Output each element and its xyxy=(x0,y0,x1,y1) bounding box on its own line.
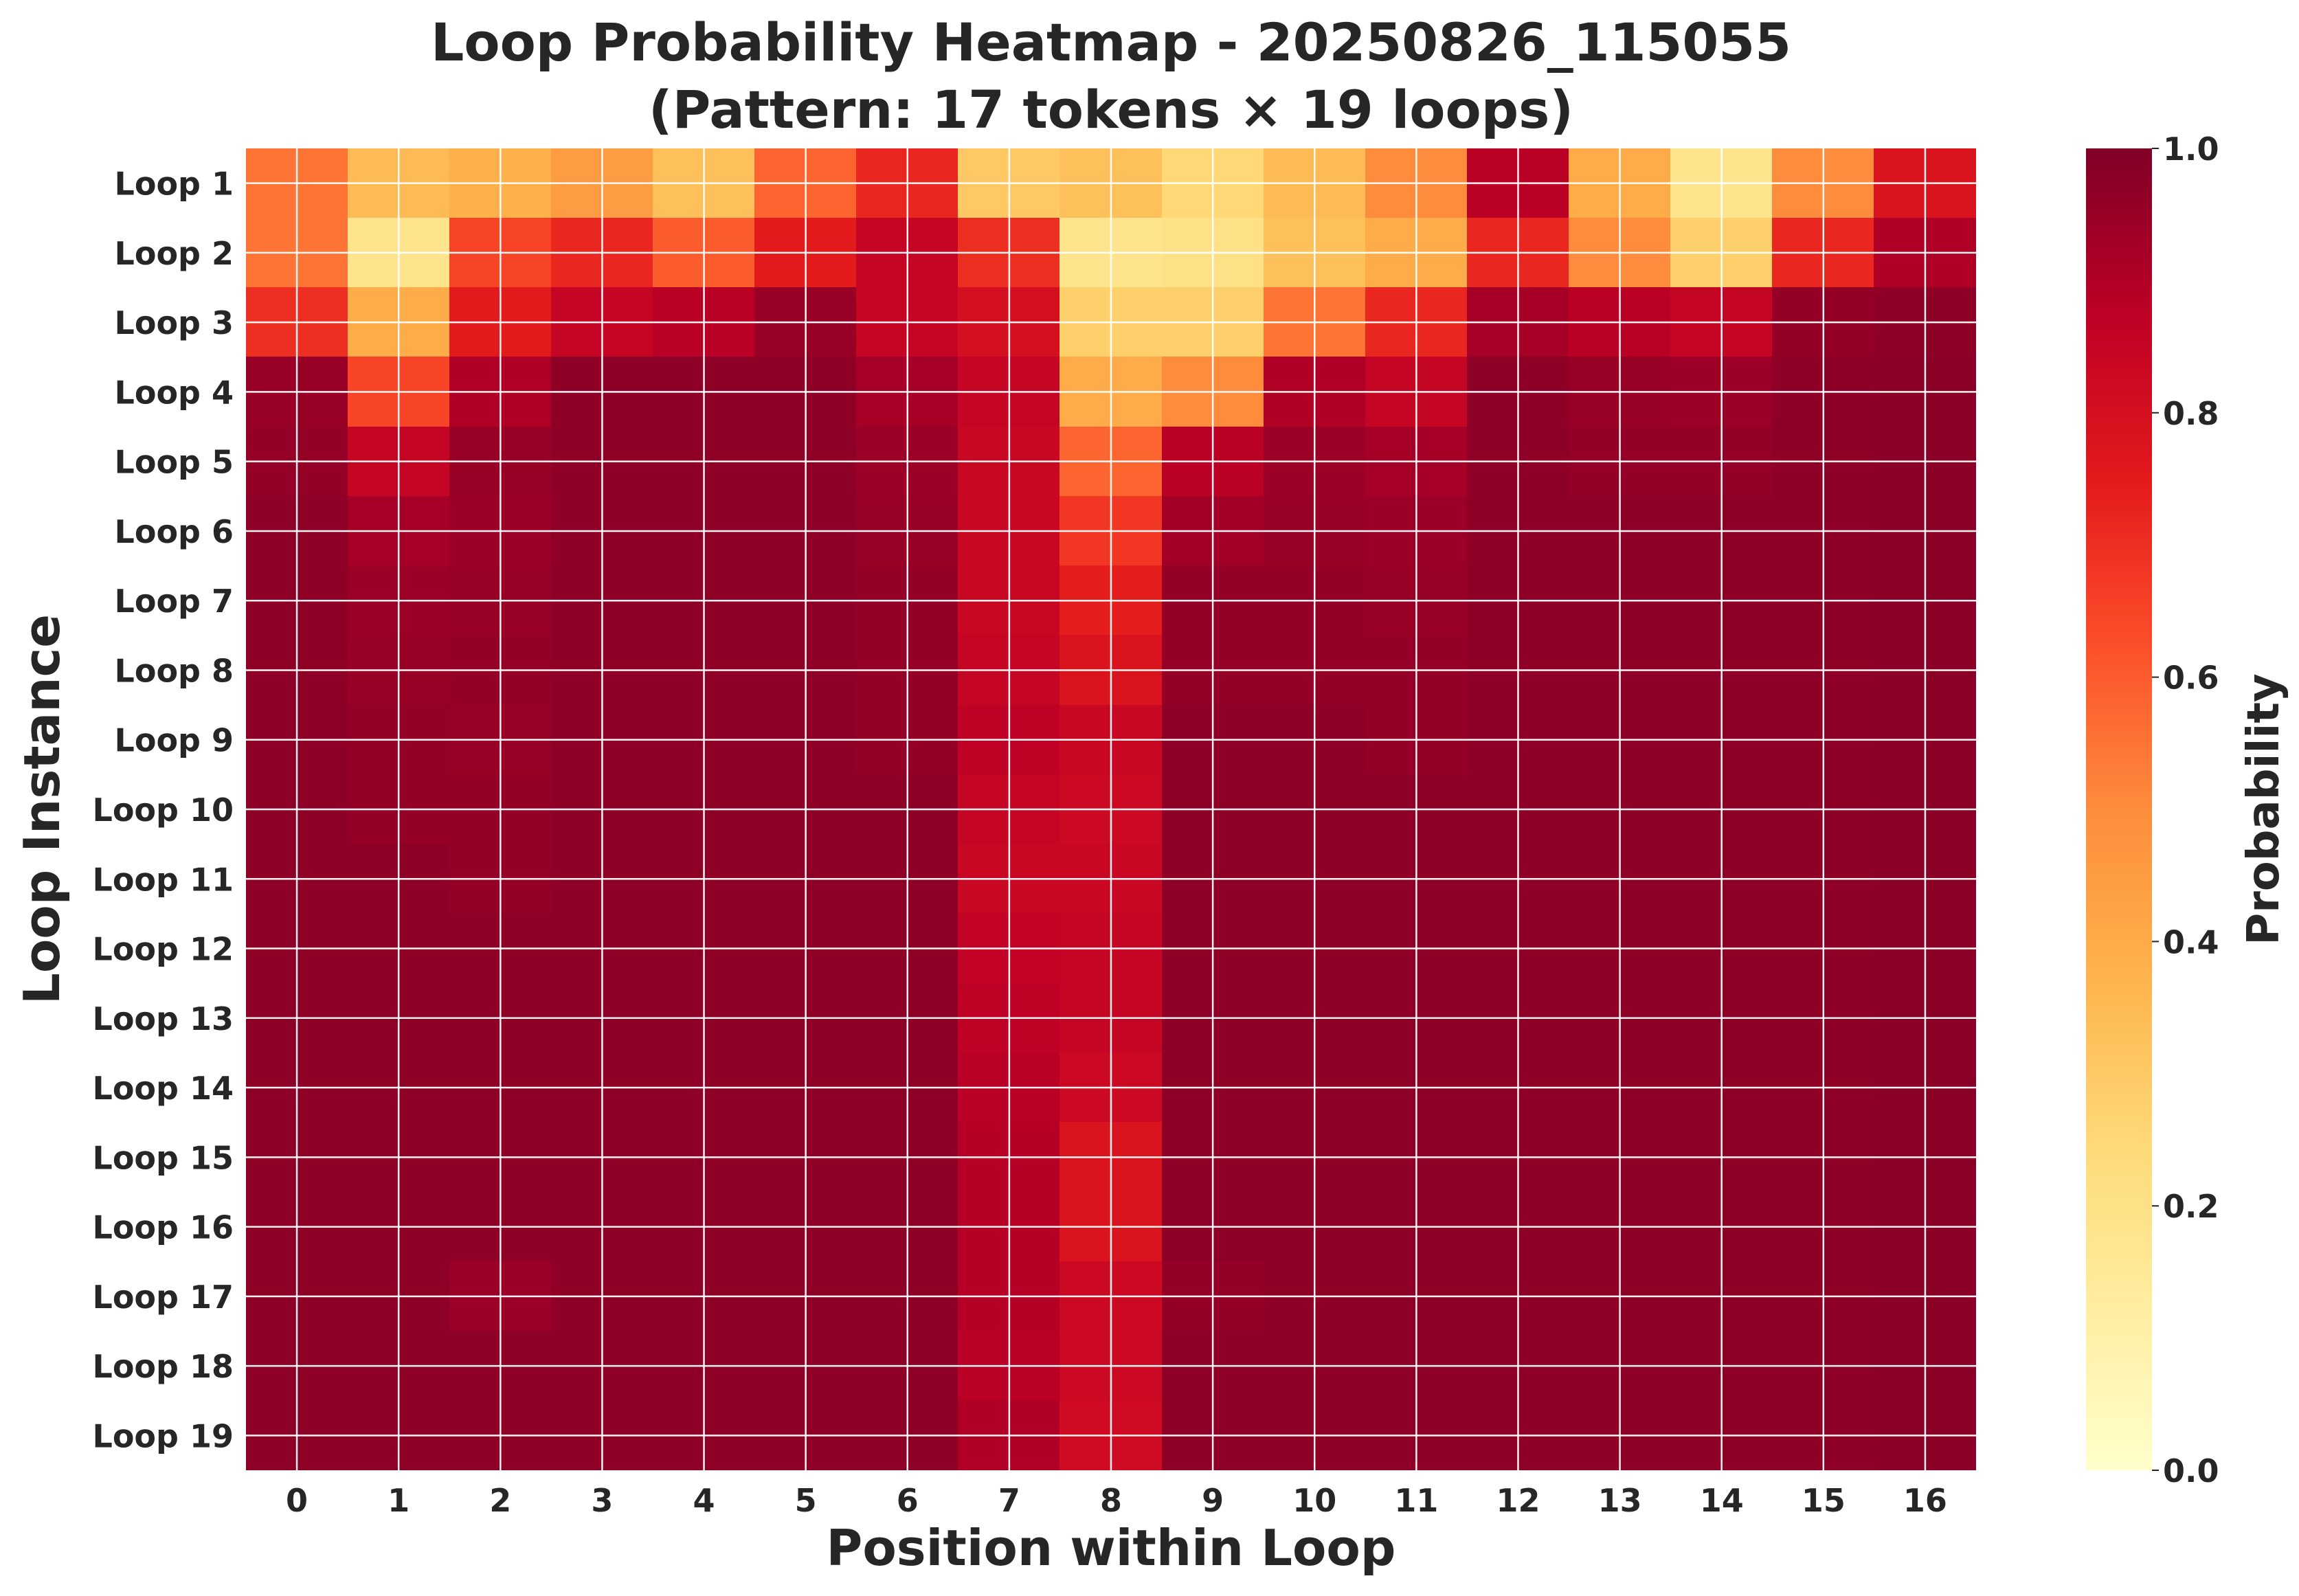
colorbar xyxy=(2086,148,2152,1470)
colorbar-tick-label: 0.4 xyxy=(2163,923,2219,960)
colorbar-ticks: 0.0 0.2 0.4 0.6 0.8 1.0 xyxy=(2152,131,2219,1490)
x-tick-label: 16 xyxy=(1903,1482,1947,1519)
x-tick-label: 0 xyxy=(286,1482,308,1519)
x-tick-label: 10 xyxy=(1292,1482,1336,1519)
y-tick-label: Loop 15 xyxy=(93,1139,234,1176)
x-tick-label: 1 xyxy=(388,1482,410,1519)
colorbar-tick-label: 0.2 xyxy=(2163,1188,2219,1225)
colorbar-tick-label: 0.8 xyxy=(2163,395,2219,432)
x-tick-label: 14 xyxy=(1700,1482,1744,1519)
y-tick-label: Loop 6 xyxy=(115,513,234,550)
y-tick-label: Loop 7 xyxy=(115,583,234,620)
y-tick-label: Loop 3 xyxy=(115,304,234,341)
colorbar-tick-label: 0.0 xyxy=(2163,1452,2219,1490)
y-tick-label: Loop 10 xyxy=(93,791,234,829)
x-tick-label: 2 xyxy=(489,1482,511,1519)
x-tick-label: 7 xyxy=(998,1482,1020,1519)
y-tick-label: Loop 8 xyxy=(115,652,234,689)
y-tick-label: Loop 14 xyxy=(93,1070,234,1107)
y-tick-label: Loop 19 xyxy=(93,1417,234,1454)
y-tick-label: Loop 13 xyxy=(93,1000,234,1037)
y-tick-label: Loop 5 xyxy=(115,444,234,481)
x-tick-label: 11 xyxy=(1394,1482,1438,1519)
x-tick-label: 15 xyxy=(1802,1482,1846,1519)
x-tick-label: 8 xyxy=(1100,1482,1122,1519)
y-tick-label: Loop 9 xyxy=(115,722,234,759)
y-tick-label: Loop 4 xyxy=(115,374,234,411)
x-tick-label: 12 xyxy=(1496,1482,1540,1519)
x-tick-label: 3 xyxy=(591,1482,613,1519)
y-tick-label: Loop 11 xyxy=(93,861,234,898)
colorbar-tick-label: 1.0 xyxy=(2163,131,2219,168)
y-axis-label: Loop Instance xyxy=(13,614,71,1004)
heatmap-gridlines xyxy=(246,148,1976,1470)
x-tick-label: 6 xyxy=(897,1482,919,1519)
y-tick-label: Loop 17 xyxy=(93,1279,234,1316)
chart-title-line2: (Pattern: 17 tokens × 19 loops) xyxy=(649,79,1573,140)
x-tick-label: 4 xyxy=(693,1482,715,1519)
y-tick-label: Loop 18 xyxy=(93,1348,234,1385)
y-tick-label: Loop 16 xyxy=(93,1209,234,1246)
x-tick-labels: 0 1 2 3 4 5 6 7 8 9 10 11 12 13 14 15 16 xyxy=(286,1482,1947,1519)
colorbar-label: Probability xyxy=(2239,673,2289,945)
y-tick-labels: Loop 1 Loop 2 Loop 3 Loop 4 Loop 5 Loop 6 Loop… xyxy=(93,166,234,1455)
x-tick-label: 5 xyxy=(795,1482,817,1519)
y-tick-label: Loop 12 xyxy=(93,931,234,968)
chart-title-line1: Loop Probability Heatmap - 20250826_1150… xyxy=(431,12,1791,73)
x-tick-label: 13 xyxy=(1598,1482,1642,1519)
y-tick-label: Loop 2 xyxy=(115,235,234,272)
x-tick-label: 9 xyxy=(1202,1482,1224,1519)
y-tick-label: Loop 1 xyxy=(115,166,234,203)
colorbar-tick-label: 0.6 xyxy=(2163,660,2219,697)
x-axis-label: Position within Loop xyxy=(827,1519,1396,1577)
